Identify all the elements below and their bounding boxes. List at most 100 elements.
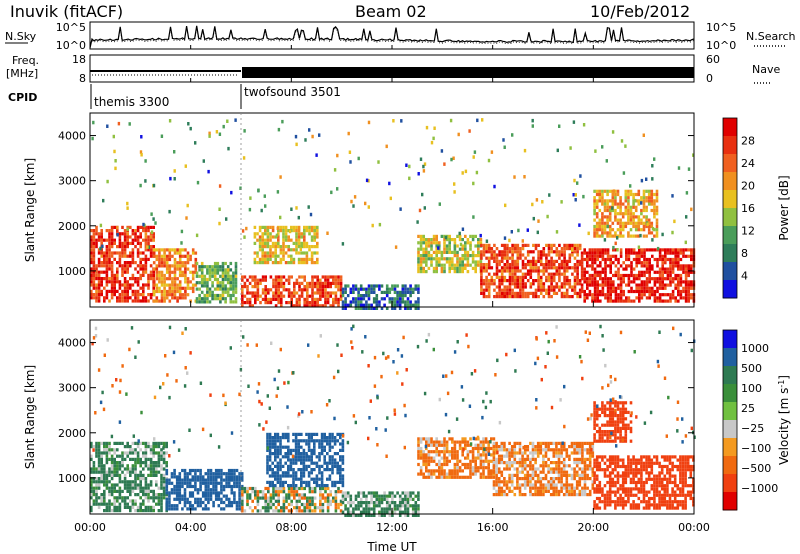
velocity-cell xyxy=(398,507,402,511)
power-cell xyxy=(555,247,559,251)
velocity-cell xyxy=(279,477,282,481)
power-cell xyxy=(303,285,306,289)
velocity-cell xyxy=(173,484,176,489)
power-cell xyxy=(229,297,233,301)
velocity-cell xyxy=(339,509,343,513)
power-cell xyxy=(261,248,264,252)
cpid-label: CPID xyxy=(8,91,37,104)
power-cell xyxy=(173,296,177,300)
power-cell xyxy=(513,295,517,299)
power-cell xyxy=(545,288,548,292)
power-cell xyxy=(422,234,425,238)
power-cell xyxy=(425,260,428,264)
power-cell xyxy=(147,241,150,245)
power-cell xyxy=(524,282,527,286)
velocity-cell xyxy=(142,489,145,493)
power-cell xyxy=(653,299,657,303)
power-cell xyxy=(513,259,517,263)
velocity-cell xyxy=(110,470,114,474)
power-cell xyxy=(583,299,586,303)
power-cell xyxy=(617,283,620,287)
power-scatter xyxy=(311,134,314,139)
power-cell xyxy=(601,221,604,225)
velocity-cell xyxy=(246,499,249,503)
power-cell xyxy=(500,279,504,283)
velocity-cell xyxy=(417,440,420,444)
velocity-cell xyxy=(271,484,274,488)
velocity-cell xyxy=(383,507,386,511)
velocity-cell xyxy=(123,473,127,477)
power-cell xyxy=(595,212,599,216)
power-cell xyxy=(105,277,109,281)
power-cell xyxy=(638,257,641,262)
velocity-cell xyxy=(251,490,254,494)
power-cell xyxy=(500,295,504,299)
velocity-cell xyxy=(293,493,296,497)
power-cell xyxy=(298,294,301,298)
velocity-cell xyxy=(471,450,475,454)
velocity-cell xyxy=(157,486,161,490)
power-cell xyxy=(664,293,667,297)
power-cell xyxy=(414,300,418,304)
velocity-cell xyxy=(196,478,200,482)
velocity-cell xyxy=(136,454,140,458)
velocity-cell xyxy=(308,499,312,503)
power-cell xyxy=(485,288,488,292)
velocity-cell xyxy=(315,474,319,478)
power-cell xyxy=(419,241,423,245)
power-cell xyxy=(173,293,177,297)
power-cell xyxy=(482,279,486,283)
power-cell xyxy=(593,224,596,229)
power-scatter xyxy=(152,183,156,188)
power-cell xyxy=(267,297,270,301)
velocity-cell xyxy=(178,472,182,476)
power-cell xyxy=(271,261,275,265)
velocity-cell xyxy=(113,451,116,455)
power-scatter xyxy=(408,164,411,169)
power-scatter xyxy=(180,241,183,245)
velocity-cell xyxy=(341,480,345,484)
power-cell xyxy=(690,267,693,271)
velocity-cell xyxy=(302,455,306,459)
power-cell xyxy=(461,238,464,242)
velocity-cell xyxy=(308,490,312,494)
velocity-cell xyxy=(432,443,436,447)
power-cell xyxy=(456,260,459,264)
power-cell xyxy=(136,264,140,268)
power-cell xyxy=(319,281,322,285)
power-cell xyxy=(100,254,103,258)
power-cell xyxy=(391,284,394,288)
power-cell xyxy=(282,288,286,292)
power-cell xyxy=(339,281,343,285)
power-cell xyxy=(414,306,418,310)
power-cell xyxy=(645,224,648,229)
power-cell xyxy=(293,285,296,289)
velocity-cell xyxy=(279,484,282,488)
velocity-cell xyxy=(110,464,114,468)
power-cell xyxy=(648,264,651,268)
power-cell xyxy=(591,261,594,265)
power-cell xyxy=(498,263,501,267)
power-cell xyxy=(506,243,509,247)
power-cell xyxy=(110,232,114,236)
power-cell xyxy=(274,251,277,255)
power-scatter xyxy=(531,202,534,207)
power-cell xyxy=(334,294,338,298)
power-cell xyxy=(679,296,683,300)
power-cell xyxy=(555,253,559,257)
velocity-cell xyxy=(320,480,324,484)
power-cell xyxy=(671,270,675,274)
velocity-cell xyxy=(310,448,313,452)
power-cell xyxy=(503,250,507,254)
power-cell xyxy=(311,275,314,279)
power-cell xyxy=(297,238,301,242)
power-cell xyxy=(118,261,122,265)
velocity-cell xyxy=(497,454,501,458)
velocity-cell xyxy=(294,474,298,478)
velocity-cell xyxy=(209,472,213,476)
power-cell xyxy=(443,250,446,254)
power-cell xyxy=(422,247,425,251)
power-cell xyxy=(482,288,486,292)
velocity-cell xyxy=(495,461,498,465)
velocity-cell xyxy=(214,478,218,482)
